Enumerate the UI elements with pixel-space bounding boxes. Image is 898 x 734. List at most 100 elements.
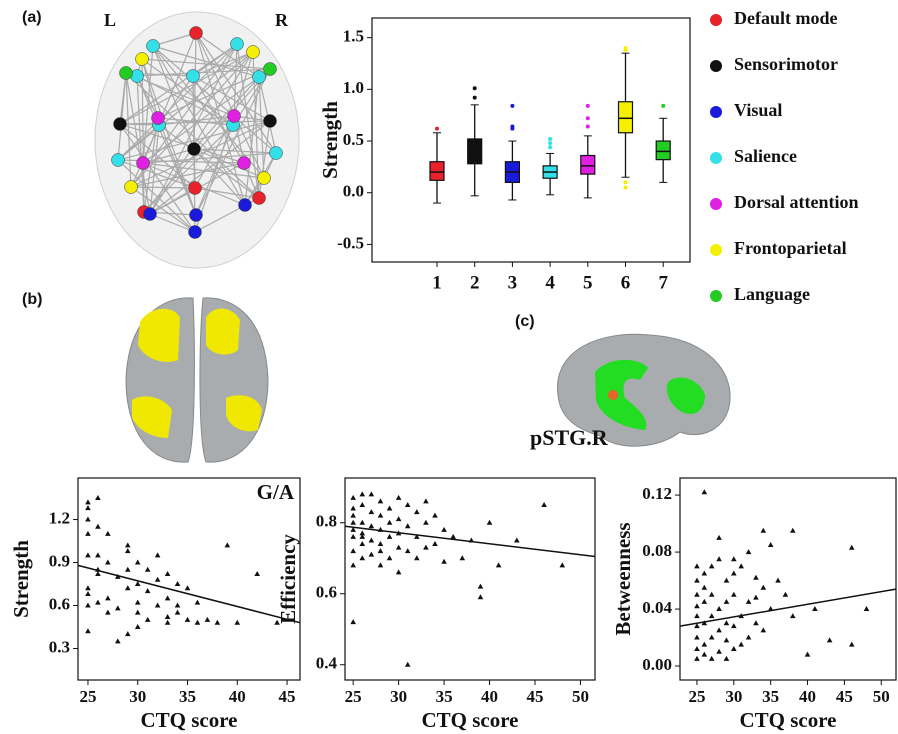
y-tick-label: 1.2 <box>49 508 70 527</box>
point <box>386 555 393 561</box>
x-tick-label: 35 <box>762 687 779 706</box>
point <box>124 566 131 572</box>
edge <box>119 123 196 233</box>
point <box>359 541 366 547</box>
point <box>694 645 700 651</box>
point <box>738 641 744 647</box>
edge <box>157 117 197 216</box>
x-tick-label: 50 <box>572 687 589 706</box>
point <box>164 619 171 625</box>
legend-marker <box>710 60 722 72</box>
legend-marker <box>710 290 722 302</box>
point <box>154 552 161 558</box>
point <box>368 491 375 497</box>
plot-frame <box>344 477 596 681</box>
point <box>848 641 855 647</box>
point <box>723 655 730 661</box>
edge <box>119 51 254 125</box>
point <box>404 501 411 507</box>
brain-side <box>557 333 731 447</box>
x-tick-label: 40 <box>481 687 498 706</box>
node <box>246 45 260 59</box>
point <box>368 509 375 515</box>
edge <box>125 72 151 215</box>
point <box>414 509 420 515</box>
point <box>708 613 715 619</box>
point <box>105 559 111 565</box>
point <box>731 570 737 576</box>
point <box>134 559 141 565</box>
point <box>254 570 260 576</box>
node <box>189 208 203 222</box>
point <box>723 577 730 583</box>
point <box>404 548 411 554</box>
edge <box>141 58 197 216</box>
activation <box>132 396 172 438</box>
edge <box>152 32 197 47</box>
edge <box>192 75 271 122</box>
point <box>377 548 384 554</box>
outlier <box>585 103 590 108</box>
x-tick-label: 40 <box>799 687 816 706</box>
edge <box>142 152 277 164</box>
point <box>204 616 211 622</box>
point <box>477 583 484 589</box>
point <box>708 655 715 661</box>
x-tick-label: 5 <box>583 272 593 293</box>
point <box>716 534 722 540</box>
outlier <box>661 103 666 108</box>
point <box>753 574 759 580</box>
point <box>368 537 375 543</box>
point <box>694 623 700 629</box>
edge <box>142 162 265 179</box>
point <box>760 584 767 590</box>
y-tick-label: 0.3 <box>49 637 70 656</box>
point <box>495 562 502 568</box>
point <box>85 516 91 522</box>
point <box>731 556 737 562</box>
y-axis-title: Betweenness <box>611 522 635 635</box>
node <box>189 26 203 40</box>
region-dot <box>608 390 618 400</box>
y-tick-label: -0.5 <box>337 233 364 252</box>
edge <box>193 148 246 206</box>
edge <box>130 120 271 188</box>
point <box>745 598 752 604</box>
node <box>151 111 165 125</box>
point <box>477 594 484 600</box>
edge <box>125 72 132 188</box>
point <box>164 595 171 601</box>
point <box>694 613 700 619</box>
edge <box>130 186 196 233</box>
point <box>708 563 715 569</box>
y-tick-label: 0.0 <box>343 182 364 201</box>
fit-line <box>679 588 897 627</box>
edge <box>141 58 159 119</box>
node <box>136 156 150 170</box>
point <box>716 556 722 562</box>
point <box>723 598 730 604</box>
point <box>804 651 811 657</box>
legend-label: Default mode <box>734 8 837 28</box>
point <box>386 519 393 525</box>
point <box>124 631 131 637</box>
point <box>423 519 429 525</box>
point <box>359 533 366 539</box>
point <box>863 606 870 612</box>
point <box>115 638 121 644</box>
point <box>214 619 221 625</box>
point <box>234 619 241 625</box>
fit-line <box>344 525 596 558</box>
outlier <box>548 136 553 141</box>
outlier <box>472 86 477 91</box>
point <box>694 591 700 597</box>
point <box>514 537 520 543</box>
point <box>174 602 181 608</box>
point <box>144 588 151 594</box>
x-tick-label: 25 <box>688 687 705 706</box>
point <box>716 648 722 654</box>
network-brain <box>94 11 300 269</box>
outlier <box>585 116 590 121</box>
point <box>194 619 201 625</box>
